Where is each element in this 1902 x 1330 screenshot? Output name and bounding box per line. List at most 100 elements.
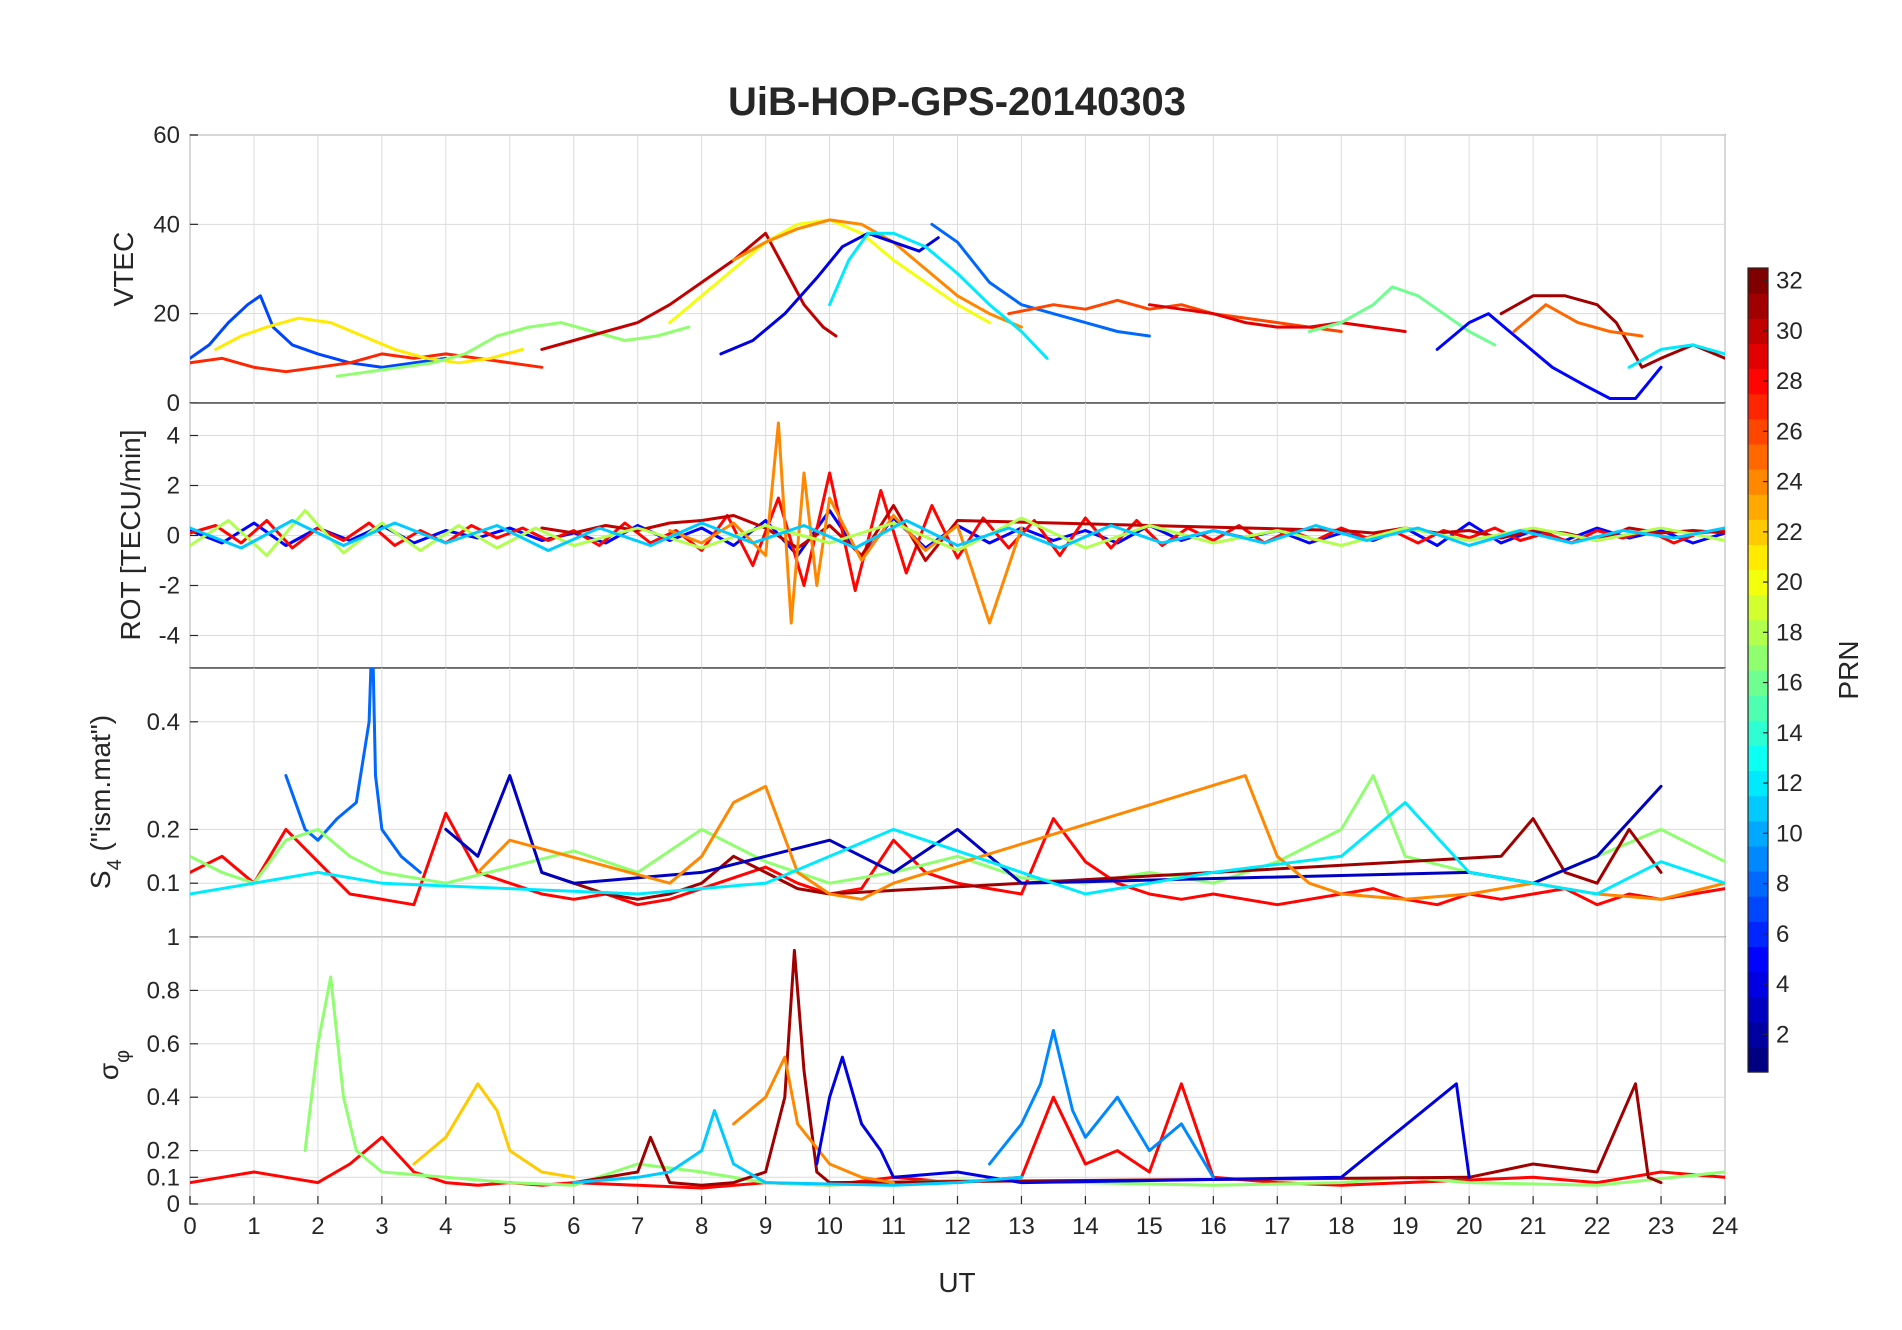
series-line-prn-11 — [572, 1109, 1023, 1187]
panel-s4-ylabel-sub: 4 — [104, 859, 126, 870]
series-line-prn-11 — [190, 519, 1725, 552]
y-tick-label: 1 — [167, 924, 180, 951]
colorbar-swatch-prn-12 — [1748, 770, 1768, 797]
colorbar-swatch-prn-28 — [1748, 368, 1768, 395]
series-line-prn-9 — [988, 1029, 1215, 1179]
series-line-prn-4 — [815, 1055, 1471, 1185]
panel-rot-yticks: -4 -2 0 2 4 — [159, 423, 198, 650]
colorbar-tick-label: 28 — [1776, 368, 1803, 395]
series-line-prn-29 — [1147, 303, 1407, 333]
colorbar-swatch-prn-18 — [1748, 619, 1768, 646]
panel-s4-series — [190, 668, 1725, 907]
colorbar-swatch-prn-9 — [1748, 845, 1768, 872]
colorbar-frame — [1747, 267, 1769, 1073]
series-line-prn-31 — [572, 948, 1663, 1187]
series-line-prn-25 — [1512, 303, 1644, 338]
y-tick-label: 0.4 — [147, 709, 180, 736]
colorbar-swatch-prn-17 — [1748, 644, 1768, 671]
colorbar-swatch-prn-10 — [1748, 820, 1768, 847]
y-tick-label: 4 — [167, 423, 180, 450]
colorbar-swatch-prn-11 — [1748, 795, 1768, 822]
series-line-prn-22 — [412, 1082, 576, 1179]
series-line-prn-31 — [1499, 294, 1725, 369]
panel-vtec: 0 20 40 60 VTEC — [108, 122, 1726, 417]
x-tick-label: 16 — [1200, 1213, 1227, 1240]
y-tick-label: 0 — [167, 1191, 180, 1218]
panel-sigma-ylabel-sub: φ — [112, 1050, 134, 1063]
series-line-prn-12 — [1627, 343, 1725, 369]
colorbar-swatch-prn-25 — [1748, 443, 1768, 470]
colorbar-swatch-prn-6 — [1748, 921, 1768, 947]
x-tick-label: 1 — [247, 1213, 260, 1240]
series-line-prn-12 — [190, 801, 1725, 896]
x-tick-label: 8 — [695, 1213, 708, 1240]
series-line-prn-21 — [214, 316, 525, 365]
colorbar-tick-label: 6 — [1776, 921, 1789, 948]
x-tick-label: 19 — [1392, 1213, 1419, 1240]
colorbar-tick-label: 8 — [1776, 871, 1789, 898]
series-line-prn-24 — [732, 1055, 895, 1185]
x-tick-label: 0 — [183, 1213, 196, 1240]
colorbar-label: PRN — [1833, 640, 1864, 699]
x-tick-label: 14 — [1072, 1213, 1099, 1240]
series-line-prn-5 — [1435, 312, 1663, 400]
panel-s4-ylabel: S4 ("ism.mat") — [85, 715, 126, 889]
colorbar-swatch-prn-13 — [1748, 745, 1768, 772]
series-line-prn-26 — [1007, 298, 1343, 333]
y-tick-label: 0.8 — [147, 977, 180, 1004]
colorbar-swatch-prn-29 — [1748, 343, 1768, 370]
colorbar-swatch-prn-15 — [1748, 695, 1768, 721]
x-tick-label: 24 — [1712, 1213, 1739, 1240]
colorbar-swatch-prn-7 — [1748, 896, 1768, 922]
series-line-prn-4 — [719, 231, 940, 356]
series-line-prn-31 — [540, 817, 1663, 901]
colorbar-swatch-prn-23 — [1748, 494, 1768, 520]
x-tick-label: 18 — [1328, 1213, 1355, 1240]
x-tick-label: 17 — [1264, 1213, 1291, 1240]
colorbar-swatch-prn-31 — [1748, 293, 1768, 319]
y-tick-label: 60 — [153, 122, 180, 149]
panel-rot-ylabel: ROT [TECU/min] — [115, 429, 146, 640]
panel-rot-series — [190, 421, 1725, 625]
colorbar-tick-label: 4 — [1776, 971, 1789, 998]
colorbar-tick-label: 12 — [1776, 770, 1803, 797]
x-tick-label: 20 — [1456, 1213, 1483, 1240]
panel-rot-grid — [189, 403, 1726, 668]
colorbar-swatch-prn-2 — [1748, 1021, 1768, 1048]
x-tick-label: 11 — [881, 1213, 906, 1240]
series-line-prn-16 — [1307, 285, 1497, 347]
series-line-prn-7 — [190, 294, 448, 369]
panel-vtec-yticks: 0 20 40 60 — [153, 122, 198, 417]
panel-sigma: 00.10.2 0.4 0.6 0.8 1 σφ — [93, 924, 1726, 1218]
panel-s4: 0.1 0.2 0.4 S4 ("ism.mat") — [85, 667, 1726, 938]
y-tick-label: 0.4 — [147, 1084, 180, 1111]
colorbar-swatch-prn-24 — [1748, 469, 1768, 495]
colorbar-swatch-prn-20 — [1748, 569, 1768, 596]
panel-s4-yticks: 0.1 0.2 0.4 — [147, 709, 198, 897]
colorbar-swatch-prn-3 — [1748, 996, 1768, 1023]
colorbar-swatch-prn-4 — [1748, 971, 1768, 998]
colorbar-tick-label: 16 — [1776, 670, 1803, 697]
x-axis: 0 1 2 3 4 5 6 7 8 9 10 11 12 13 14 15 16 17 18 19 20 21 22 23 24 — [183, 1196, 1738, 1240]
colorbar-swatch-prn-32 — [1748, 268, 1768, 294]
y-tick-label: 40 — [153, 211, 180, 238]
colorbar-swatch-prn-16 — [1748, 670, 1768, 696]
panel-vtec-ylabel: VTEC — [108, 232, 139, 307]
colorbar-tick-label: 32 — [1776, 268, 1803, 295]
x-axis-label: UT — [938, 1267, 975, 1298]
colorbar-swatch-prn-5 — [1748, 946, 1768, 973]
colorbar-tick-label: 18 — [1776, 619, 1803, 646]
x-tick-label: 6 — [567, 1213, 580, 1240]
colorbar-swatch-prn-1 — [1748, 1046, 1768, 1073]
y-tick-label: 0.1 — [147, 1164, 180, 1191]
colorbar-swatch-prn-8 — [1748, 871, 1768, 897]
x-tick-label: 13 — [1008, 1213, 1035, 1240]
colorbar-swatches — [1748, 268, 1768, 1073]
series-line-prn-30 — [540, 231, 838, 351]
chart-title: UiB-HOP-GPS-20140303 — [728, 80, 1186, 124]
x-tick-label: 12 — [944, 1213, 971, 1240]
colorbar-tick-label: 26 — [1776, 418, 1803, 445]
